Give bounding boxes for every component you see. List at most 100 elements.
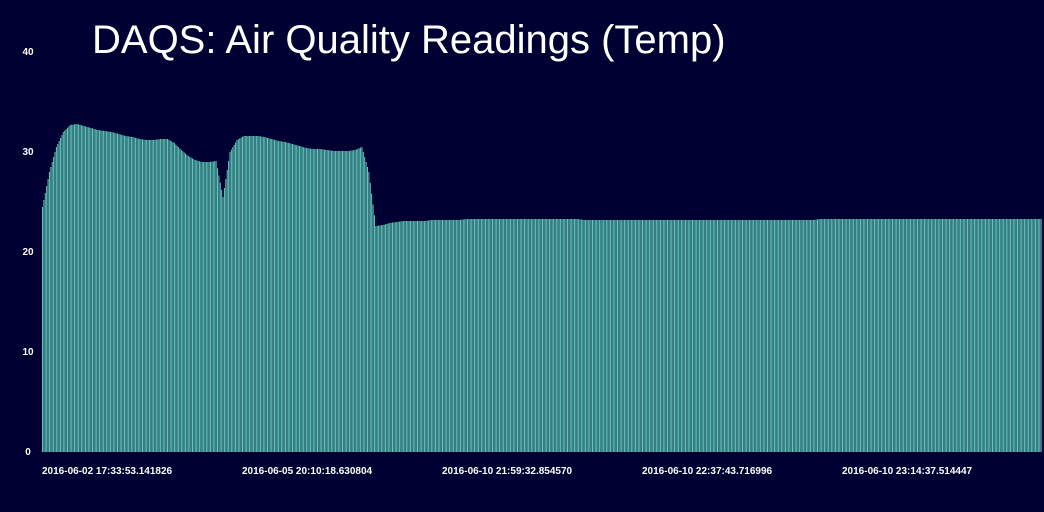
bar — [565, 219, 567, 452]
bar — [675, 220, 677, 452]
bar — [385, 224, 387, 452]
bar — [818, 219, 820, 452]
bar — [139, 139, 141, 452]
bar — [283, 141, 285, 453]
y-tick-label: 10 — [22, 347, 34, 358]
bar — [144, 139, 146, 453]
x-tick-label: 2016-06-10 22:37:43.716996 — [642, 466, 773, 477]
bar — [78, 124, 80, 453]
bar — [589, 220, 591, 452]
bar — [743, 220, 745, 452]
bar — [478, 219, 480, 452]
bar — [110, 131, 112, 453]
bar — [728, 220, 730, 452]
bar — [665, 220, 667, 452]
bar — [168, 139, 170, 453]
bar — [130, 136, 132, 453]
bar — [700, 220, 702, 452]
bar — [996, 219, 998, 452]
bar — [961, 219, 963, 452]
bar — [771, 220, 773, 452]
bar — [857, 219, 859, 452]
bar — [778, 220, 780, 452]
bar — [404, 221, 406, 452]
bar — [453, 220, 455, 452]
bar — [219, 182, 221, 452]
bar — [205, 162, 207, 452]
bar — [685, 220, 687, 452]
bar — [335, 151, 337, 452]
bar — [694, 220, 696, 452]
bar — [585, 220, 587, 452]
bar — [312, 149, 314, 452]
bar — [55, 147, 57, 452]
bar — [789, 220, 791, 452]
bar — [455, 220, 457, 452]
bar — [58, 141, 60, 452]
bar — [562, 219, 564, 452]
bar — [376, 225, 378, 452]
bar — [515, 219, 517, 452]
bar — [655, 220, 657, 452]
bar — [536, 219, 538, 452]
bar — [658, 220, 660, 452]
bar — [375, 226, 377, 452]
bar — [579, 219, 581, 452]
bar — [933, 219, 935, 452]
bar — [626, 220, 628, 452]
bar — [57, 144, 59, 452]
bar — [915, 219, 917, 452]
bar — [315, 149, 317, 452]
bar — [914, 219, 916, 452]
bar — [125, 136, 127, 452]
bar — [351, 150, 353, 452]
bar — [696, 220, 698, 452]
bar — [1023, 219, 1025, 452]
bar — [350, 150, 352, 452]
bar — [1022, 219, 1024, 452]
bar — [990, 219, 992, 452]
bar — [392, 222, 393, 452]
bar — [507, 219, 509, 452]
bar — [865, 219, 867, 452]
bar — [362, 152, 364, 452]
bar — [719, 220, 721, 452]
bar — [60, 138, 62, 452]
bar — [187, 156, 189, 452]
bar — [380, 225, 382, 452]
bar — [717, 220, 718, 452]
bar — [493, 219, 495, 452]
bar — [894, 219, 896, 452]
x-axis: 2016-06-02 17:33:53.141826 2016-06-05 20:… — [42, 466, 973, 477]
bar — [521, 219, 523, 452]
bar — [105, 131, 107, 452]
bar — [890, 219, 892, 452]
bar — [671, 220, 673, 452]
bar — [111, 132, 113, 452]
bar — [457, 220, 459, 452]
bar — [471, 219, 473, 452]
bar — [323, 149, 325, 452]
bar — [61, 135, 63, 452]
bar — [761, 220, 763, 452]
bar — [551, 219, 553, 452]
bar — [582, 219, 584, 452]
bar — [910, 219, 912, 452]
x-tick-label: 2016-06-05 20:10:18.630804 — [242, 466, 373, 477]
bar — [103, 130, 105, 453]
bar — [1014, 219, 1016, 452]
bar — [396, 222, 398, 452]
bar — [804, 220, 806, 452]
bar — [929, 219, 931, 452]
bar — [614, 220, 616, 452]
bar — [751, 220, 753, 452]
bar — [279, 141, 281, 452]
bar — [236, 140, 238, 452]
bar — [622, 220, 624, 452]
bar — [965, 219, 967, 452]
bar — [132, 137, 134, 452]
bar — [879, 219, 881, 452]
bar — [985, 219, 987, 452]
bar — [354, 150, 356, 452]
bar — [490, 219, 492, 452]
